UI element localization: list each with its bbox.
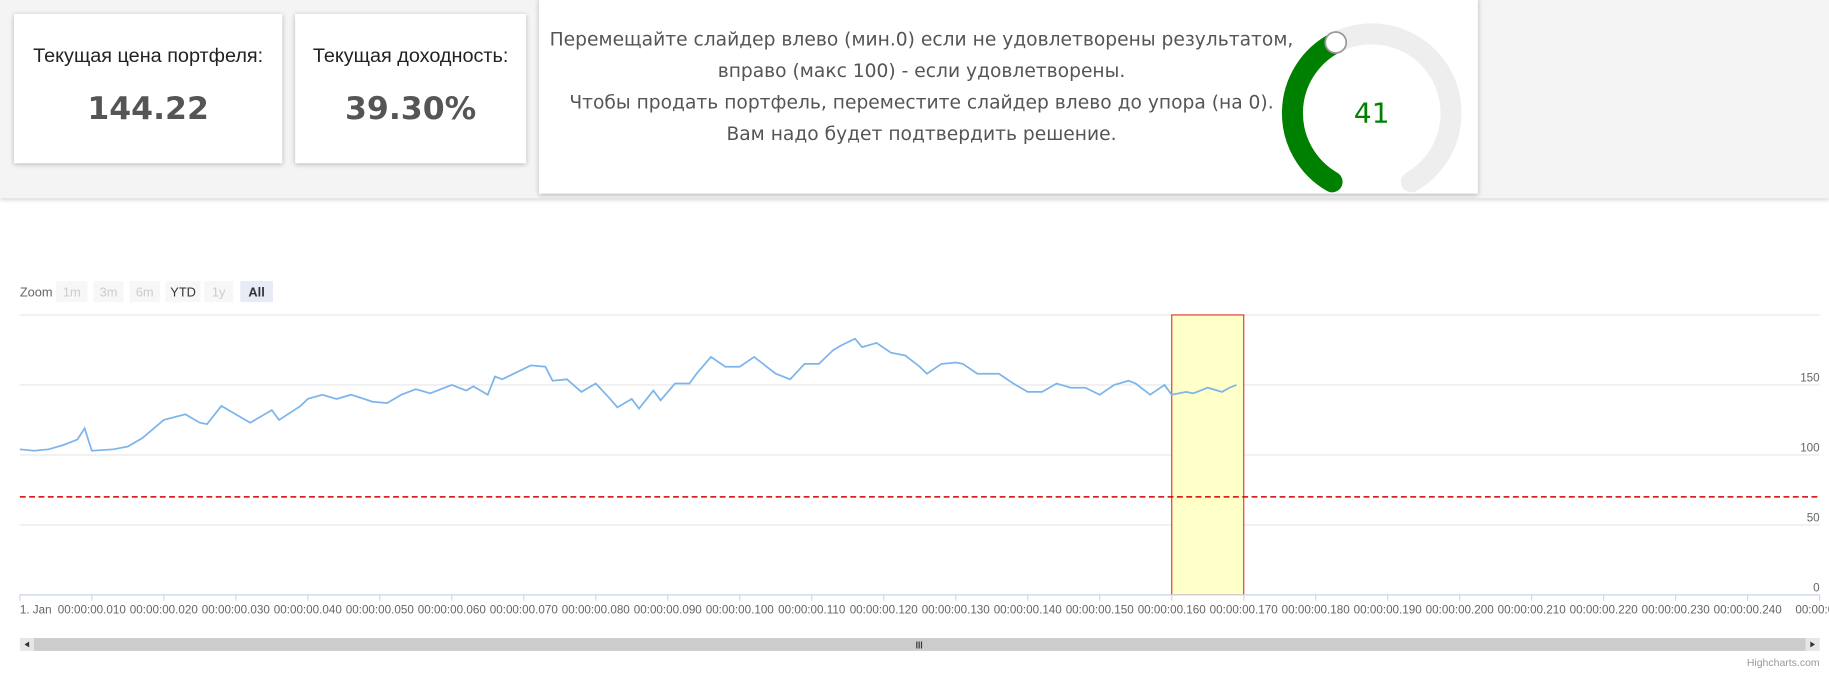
zoom-button[interactable] — [165, 281, 201, 303]
gauge-value: 41 — [1354, 96, 1390, 129]
x-tick-label: 00:00:00.060 — [418, 604, 487, 617]
x-tick-label: 00:00:00.040 — [274, 604, 343, 617]
y-tick-label: 50 — [1807, 511, 1820, 524]
instruction-line: Вам надо будет подтвердить решение. — [726, 122, 1117, 145]
x-tick-label: 00:00:0... — [1795, 604, 1829, 617]
zoom-button — [204, 281, 234, 303]
gauge-knob[interactable] — [1324, 31, 1348, 54]
x-tick-label: 00:00:00.150 — [1066, 604, 1135, 617]
plot-band — [1171, 314, 1245, 596]
zoom-button-label: 6m — [136, 284, 154, 299]
gauge[interactable]: 41 — [1262, 0, 1478, 194]
y-tick-label: 0 — [1813, 581, 1820, 594]
zoom-button — [129, 281, 160, 303]
card-value: 144.22 — [87, 90, 209, 128]
x-tick-label: 00:00:00.160 — [1138, 604, 1207, 617]
y-tick-label: 150 — [1800, 371, 1820, 384]
x-tick-label: 00:00:00.070 — [490, 604, 559, 617]
x-tick-label: 00:00:00.170 — [1210, 604, 1279, 617]
x-tick-label: 00:00:00.180 — [1282, 604, 1351, 617]
x-tick-label: 00:00:00.080 — [562, 604, 631, 617]
zoom-button-label: 1m — [63, 284, 81, 299]
x-tick-label: 00:00:00.140 — [994, 604, 1063, 617]
card-title: Текущая доходность: — [312, 44, 509, 67]
y-tick-label: 100 — [1800, 441, 1820, 454]
instruction-line: вправо (макс 100) - если удовлетворены. — [717, 59, 1126, 82]
price-line — [19, 337, 1237, 452]
thumb-grip — [916, 641, 923, 649]
x-tick-label: 00:00:00.020 — [130, 604, 199, 617]
credits[interactable]: Highcharts.com — [1747, 658, 1820, 669]
zoom-button-label[interactable]: All — [248, 284, 264, 299]
price-card: Текущая цена портфеля: 144.22 — [13, 13, 283, 164]
x-tick-label: 00:00:00.220 — [1570, 604, 1639, 617]
arrow-left — [24, 641, 30, 648]
zoom-button-label: 1y — [212, 284, 226, 299]
card-title: Текущая цена портфеля: — [33, 44, 264, 67]
x-tick-label: 00:00:00.230 — [1642, 604, 1711, 617]
x-tick-label: 00:00:00.190 — [1354, 604, 1423, 617]
zoom-button[interactable] — [240, 281, 273, 303]
x-tick-label: 00:00:00.050 — [346, 604, 415, 617]
slider-card: Перемещайте слайдер влево (мин.0) если н… — [538, 0, 1478, 194]
zoom-button-label: 3m — [100, 284, 118, 299]
x-tick-label: 00:00:00.240 — [1714, 604, 1783, 617]
instructions: Перемещайте слайдер влево (мин.0) если н… — [548, 23, 1295, 149]
x-tick-label: 00:00:00.110 — [778, 604, 846, 617]
card-value: 39.30% — [344, 90, 477, 128]
zoom-button — [55, 281, 88, 303]
x-tick-label: 00:00:00.120 — [850, 604, 919, 617]
instruction-line: Перемещайте слайдер влево (мин.0) если н… — [549, 27, 1294, 51]
x-tick-label: 00:00:00.030 — [202, 604, 271, 617]
zoom-label: Zoom — [20, 284, 53, 299]
x-tick-label: 00:00:00.210 — [1498, 604, 1567, 617]
zoom-button-label[interactable]: YTD — [170, 284, 196, 299]
arrow-right — [1810, 641, 1815, 648]
x-tick-label: 00:00:00.090 — [634, 604, 703, 617]
instruction-line: Чтобы продать портфель, переместите слай… — [569, 90, 1274, 114]
zoom-button — [93, 281, 124, 303]
yield-card: Текущая доходность: 39.30% — [295, 13, 527, 164]
x-tick-label: 00:00:00.130 — [922, 604, 991, 617]
x-tick-label: 00:00:00.200 — [1426, 604, 1495, 617]
x-tick-label: 00:00:00.010 — [58, 604, 127, 617]
x-tick-label: 1. Jan — [20, 604, 52, 617]
x-tick-label: 00:00:00.100 — [706, 604, 775, 617]
gauge-arc — [1281, 31, 1347, 193]
